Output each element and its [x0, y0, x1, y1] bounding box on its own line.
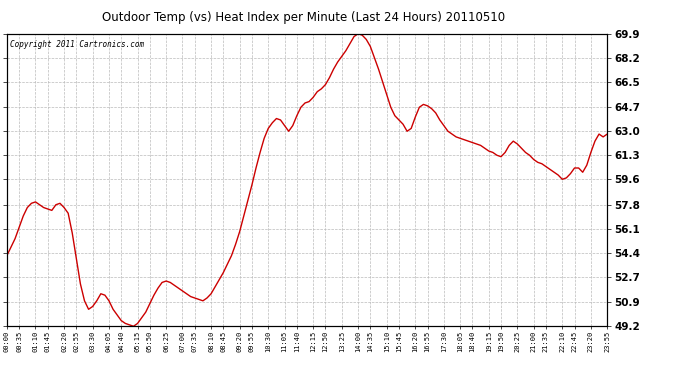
Text: Outdoor Temp (vs) Heat Index per Minute (Last 24 Hours) 20110510: Outdoor Temp (vs) Heat Index per Minute …: [102, 11, 505, 24]
Text: Copyright 2011 Cartronics.com: Copyright 2011 Cartronics.com: [10, 40, 144, 49]
